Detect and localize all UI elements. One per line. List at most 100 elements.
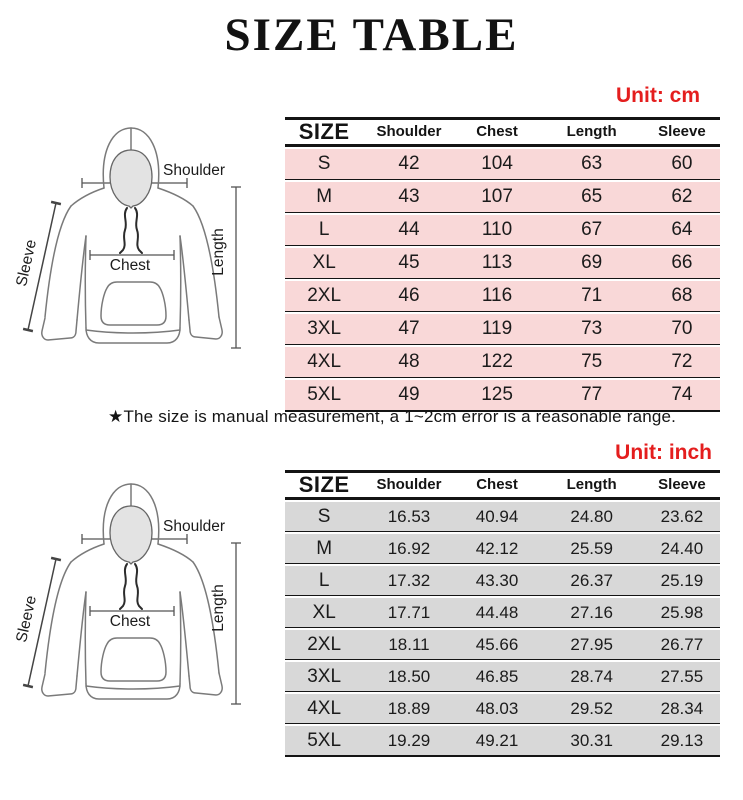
- value-cell: 62: [643, 180, 720, 213]
- header-row: SIZE Shoulder Chest Length Sleeve: [285, 117, 720, 147]
- value-cell: 24.40: [643, 532, 720, 564]
- value-cell: 107: [454, 180, 540, 213]
- value-cell: 43.30: [454, 564, 540, 596]
- length-measure-line: [231, 542, 241, 705]
- column-header: Chest: [454, 470, 540, 500]
- value-cell: 18.89: [363, 692, 455, 724]
- measurement-note: ★The size is manual measurement, a 1~2cm…: [108, 407, 677, 426]
- hoodie-diagram-inch: Shoulder Chest Sleeve Length: [0, 468, 265, 718]
- column-header: Sleeve: [643, 117, 720, 147]
- value-cell: 72: [643, 345, 720, 378]
- cm-size-table: SIZE Shoulder Chest Length Sleeve S 42 104 63 60…: [285, 117, 720, 412]
- size-cell: L: [285, 213, 364, 246]
- page-title: SIZE TABLE: [224, 9, 519, 61]
- size-cell: 4XL: [285, 345, 364, 378]
- value-cell: 28.74: [539, 660, 644, 692]
- size-cell: M: [285, 180, 364, 213]
- size-column-header: SIZE: [285, 117, 364, 147]
- value-cell: 44.48: [454, 596, 540, 628]
- value-cell: 73: [539, 312, 644, 345]
- unit-inch-label: Unit: inch: [615, 441, 712, 464]
- column-header: Shoulder: [363, 117, 455, 147]
- column-header: Chest: [454, 117, 540, 147]
- shoulder-dimension-label: Shoulder: [163, 518, 225, 535]
- value-cell: 27.16: [539, 596, 644, 628]
- value-cell: 74: [643, 378, 720, 412]
- value-cell: 110: [454, 213, 540, 246]
- column-header: Length: [539, 470, 644, 500]
- value-cell: 30.31: [539, 724, 644, 757]
- value-cell: 49: [363, 378, 455, 412]
- size-cell: 5XL: [285, 724, 364, 757]
- length-dimension-label: Length: [210, 228, 227, 275]
- value-cell: 17.71: [363, 596, 455, 628]
- header-row: SIZE Shoulder Chest Length Sleeve: [285, 470, 720, 500]
- value-cell: 46: [363, 279, 455, 312]
- value-cell: 71: [539, 279, 644, 312]
- table-row: XL 17.71 44.48 27.16 25.98: [285, 596, 720, 628]
- value-cell: 25.98: [643, 596, 720, 628]
- left-cuff: [41, 673, 78, 697]
- left-cuff: [41, 317, 78, 341]
- table-row: 3XL 18.50 46.85 28.74 27.55: [285, 660, 720, 692]
- drawstrings: [119, 563, 143, 610]
- value-cell: 16.53: [363, 500, 455, 532]
- size-cell: XL: [285, 596, 364, 628]
- value-cell: 28.34: [643, 692, 720, 724]
- size-cell: XL: [285, 246, 364, 279]
- length-measure-line: [231, 186, 241, 349]
- hoodie-line-art: Shoulder Chest Sleeve Length: [13, 483, 241, 705]
- value-cell: 46.85: [454, 660, 540, 692]
- value-cell: 42.12: [454, 532, 540, 564]
- value-cell: 63: [539, 147, 644, 180]
- size-cell: 3XL: [285, 660, 364, 692]
- hem-band: [85, 327, 181, 344]
- value-cell: 26.77: [643, 628, 720, 660]
- value-cell: 19.29: [363, 724, 455, 757]
- kangaroo-pocket: [100, 281, 167, 326]
- value-cell: 65: [539, 180, 644, 213]
- value-cell: 67: [539, 213, 644, 246]
- value-cell: 45: [363, 246, 455, 279]
- value-cell: 60: [643, 147, 720, 180]
- value-cell: 104: [454, 147, 540, 180]
- value-cell: 18.11: [363, 628, 455, 660]
- value-cell: 27.95: [539, 628, 644, 660]
- inch-size-table: SIZE Shoulder Chest Length Sleeve S 16.53 40.9…: [285, 470, 720, 757]
- value-cell: 75: [539, 345, 644, 378]
- drawstrings: [119, 207, 143, 254]
- table-row: L 17.32 43.30 26.37 25.19: [285, 564, 720, 596]
- hood-opening: [109, 149, 153, 209]
- table-row: S 16.53 40.94 24.80 23.62: [285, 500, 720, 532]
- value-cell: 77: [539, 378, 644, 412]
- value-cell: 116: [454, 279, 540, 312]
- value-cell: 45.66: [454, 628, 540, 660]
- length-dimension-label: Length: [210, 584, 227, 631]
- value-cell: 122: [454, 345, 540, 378]
- table-row: 2XL 18.11 45.66 27.95 26.77: [285, 628, 720, 660]
- value-cell: 24.80: [539, 500, 644, 532]
- chest-measure-line: [89, 606, 175, 616]
- hoodie-outline: [41, 483, 223, 700]
- chest-dimension-label: Chest: [110, 257, 151, 274]
- table-row: 3XL 47 119 73 70: [285, 312, 720, 345]
- size-column-header: SIZE: [285, 470, 364, 500]
- value-cell: 40.94: [454, 500, 540, 532]
- table-row: L 44 110 67 64: [285, 213, 720, 246]
- value-cell: 18.50: [363, 660, 455, 692]
- size-cell: M: [285, 532, 364, 564]
- size-cell: 4XL: [285, 692, 364, 724]
- value-cell: 16.92: [363, 532, 455, 564]
- size-cell: 5XL: [285, 378, 364, 412]
- value-cell: 23.62: [643, 500, 720, 532]
- table-row: 4XL 48 122 75 72: [285, 345, 720, 378]
- chest-dimension-label: Chest: [110, 613, 151, 630]
- value-cell: 42: [363, 147, 455, 180]
- column-header: Shoulder: [363, 470, 455, 500]
- chest-measure-line: [89, 250, 175, 260]
- sleeve-measure-line: [22, 556, 62, 689]
- size-cell: 2XL: [285, 279, 364, 312]
- value-cell: 29.13: [643, 724, 720, 757]
- value-cell: 48: [363, 345, 455, 378]
